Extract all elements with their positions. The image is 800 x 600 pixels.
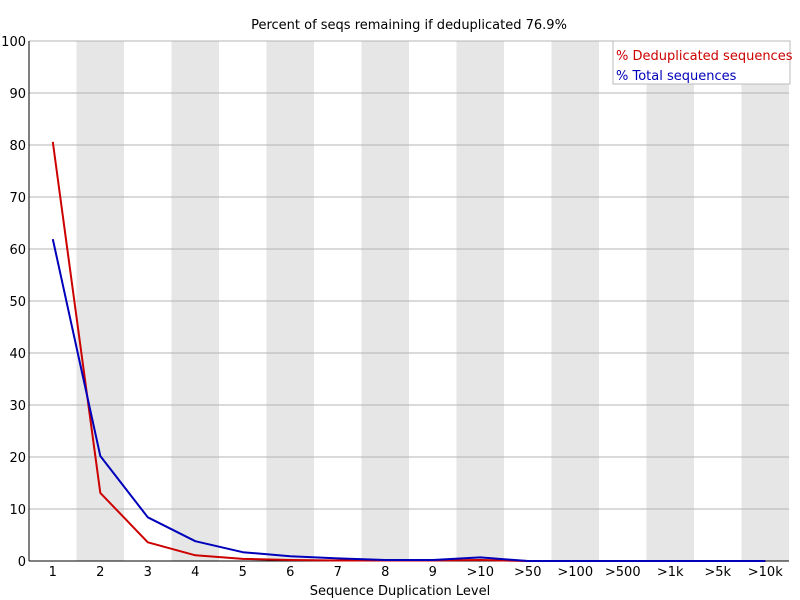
- x-tick-label: >10k: [748, 565, 783, 580]
- y-tick-label: 30: [9, 399, 26, 414]
- y-tick-label: 70: [9, 191, 26, 206]
- gridlines: [29, 40, 789, 510]
- x-tick-label: 8: [381, 565, 389, 580]
- x-tick-label: >500: [605, 565, 641, 580]
- x-tick-label: 7: [334, 565, 342, 580]
- x-tick-labels: 1 2 3 4 5 6 7 8 9 >10 >50 >100 >500 >1k >5k >10k: [49, 565, 784, 580]
- series-line-total: [51, 238, 766, 562]
- x-tick-label: >50: [514, 565, 541, 580]
- y-tick-label: 90: [9, 87, 26, 102]
- y-tick-label: 80: [9, 139, 26, 154]
- x-tick-label: 6: [286, 565, 294, 580]
- y-tick-label: 50: [9, 295, 26, 310]
- y-tick-label: 20: [9, 451, 26, 466]
- y-tick-labels: 0 10 20 30 40 50 60 70 80 90 100: [1, 35, 26, 570]
- legend-entry-total: % Total sequences: [616, 69, 737, 84]
- x-tick-label: >100: [557, 565, 593, 580]
- x-tick-label: >10: [467, 565, 494, 580]
- x-axis-label: Sequence Duplication Level: [310, 584, 490, 599]
- x-tick-label: 1: [49, 565, 57, 580]
- y-tick-label: 0: [18, 555, 26, 570]
- y-tick-label: 100: [1, 35, 26, 50]
- legend-entry-deduplicated: % Deduplicated sequences: [616, 49, 793, 64]
- x-tick-label: 4: [191, 565, 199, 580]
- x-tick-label: 3: [144, 565, 152, 580]
- legend-box: [612, 40, 791, 85]
- x-tick-label: >1k: [657, 565, 684, 580]
- x-tick-label: 9: [429, 565, 437, 580]
- x-tick-label: 5: [239, 565, 247, 580]
- x-tick-label: >5k: [704, 565, 731, 580]
- x-tick-label: 2: [96, 565, 104, 580]
- legend: % Deduplicated sequences % Total sequenc…: [612, 40, 793, 85]
- chart-title: Percent of seqs remaining if deduplicate…: [251, 18, 567, 33]
- series-lines: [51, 141, 766, 562]
- y-tick-label: 40: [9, 347, 26, 362]
- y-tick-label: 60: [9, 243, 26, 258]
- y-tick-label: 10: [9, 503, 26, 518]
